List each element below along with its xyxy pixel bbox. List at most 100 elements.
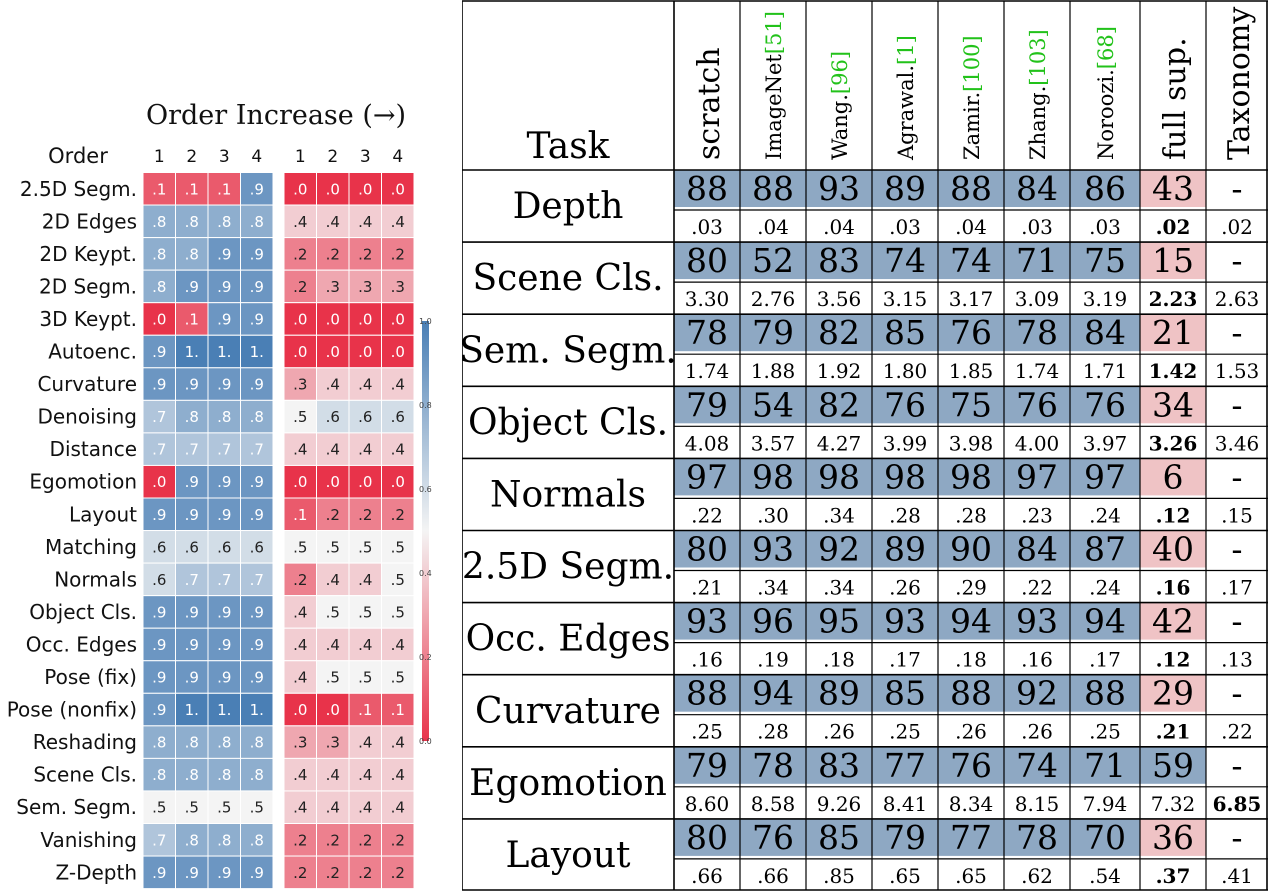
heatmap-cell-label: .8 bbox=[152, 278, 166, 296]
heatmap-cell bbox=[316, 595, 350, 629]
loss-value: .16 bbox=[1021, 648, 1053, 672]
full-sup-fill bbox=[1140, 530, 1206, 568]
loss-value: 2.23 bbox=[1149, 287, 1198, 311]
loss-value: .65 bbox=[955, 864, 987, 888]
loss-value: .17 bbox=[1221, 576, 1253, 600]
heatmap-cell-label: .7 bbox=[185, 571, 199, 589]
win-rate-value: 94 bbox=[950, 602, 992, 641]
win-rate-value: 82 bbox=[818, 385, 860, 424]
heatmap-cell-label: .8 bbox=[250, 831, 264, 849]
heatmap-cell bbox=[283, 855, 317, 890]
heatmap-cell-label: .7 bbox=[152, 831, 166, 849]
win-rate-fill bbox=[872, 530, 938, 568]
win-rate-fill bbox=[938, 746, 1004, 784]
heatmap-cell-label: .2 bbox=[293, 278, 307, 296]
heatmap-cell bbox=[240, 562, 274, 597]
heatmap-cell bbox=[142, 660, 176, 694]
heatmap-cell bbox=[381, 204, 415, 239]
heatmap-cell-label: .0 bbox=[326, 343, 340, 361]
heatmap-cell bbox=[142, 562, 176, 597]
heatmap-row-label: Layout bbox=[69, 502, 137, 526]
heatmap-cell-label: .9 bbox=[250, 473, 264, 491]
heatmap-cell-label: .9 bbox=[152, 636, 166, 654]
heatmap-cell-label: 1. bbox=[250, 701, 264, 719]
heatmap-cell-label: .9 bbox=[217, 506, 231, 524]
heatmap-cell-label: .0 bbox=[358, 343, 372, 361]
heatmap-cell bbox=[316, 725, 350, 759]
heatmap-cell-label: .9 bbox=[250, 506, 264, 524]
win-rate-value: 59 bbox=[1152, 746, 1194, 785]
win-rate-value: 75 bbox=[1084, 241, 1126, 280]
heatmap-cell-label: .9 bbox=[250, 376, 264, 394]
full-sup-fill bbox=[1140, 818, 1206, 856]
win-rate-value: 86 bbox=[1084, 169, 1126, 208]
loss-value: .12 bbox=[1156, 503, 1191, 527]
win-rate-value: 84 bbox=[1084, 313, 1126, 352]
heatmap-cell-label: .9 bbox=[217, 636, 231, 654]
win-rate-fill bbox=[938, 458, 1004, 496]
heatmap-cell-label: .8 bbox=[185, 213, 199, 231]
heatmap-cell-label: .6 bbox=[152, 571, 166, 589]
win-rate-value: 79 bbox=[686, 746, 728, 785]
heatmap-cell-label: .9 bbox=[250, 245, 264, 263]
win-rate-value: 93 bbox=[818, 169, 860, 208]
heatmap-cell-label: .5 bbox=[391, 571, 405, 589]
heatmap-cell bbox=[348, 660, 382, 694]
loss-value: .03 bbox=[1021, 215, 1053, 239]
heatmap-cell bbox=[207, 530, 241, 564]
win-rate-value: 78 bbox=[686, 313, 728, 352]
heatmap-cell bbox=[381, 823, 415, 857]
heatmap-cell bbox=[381, 172, 415, 206]
table-column-header: full sup. bbox=[1158, 37, 1193, 160]
win-rate-fill bbox=[872, 170, 938, 207]
win-rate-value: 36 bbox=[1152, 818, 1194, 857]
win-rate-fill bbox=[872, 314, 938, 352]
win-rate-value: - bbox=[1231, 674, 1242, 713]
win-rate-fill bbox=[1070, 314, 1140, 352]
heatmap-cell bbox=[348, 334, 382, 369]
heatmap-cell-label: .9 bbox=[250, 603, 264, 621]
heatmap-cell bbox=[381, 790, 415, 825]
heatmap-cell bbox=[348, 367, 382, 401]
win-rate-value: 97 bbox=[686, 457, 728, 496]
heatmap-cell-label: 1. bbox=[185, 343, 199, 361]
heatmap-cell bbox=[207, 725, 241, 759]
heatmap-cell bbox=[283, 367, 317, 401]
heatmap-cell-label: .8 bbox=[185, 734, 199, 752]
heatmap-col-label: 3 bbox=[360, 147, 371, 167]
win-rate-fill bbox=[1004, 458, 1070, 496]
win-rate-value: 80 bbox=[686, 530, 728, 569]
heatmap-cell-label: .4 bbox=[358, 571, 372, 589]
heatmap-cell-label: .4 bbox=[358, 734, 372, 752]
colorbar-tick-label: 0.4 bbox=[419, 569, 432, 578]
heatmap-cell-label: .2 bbox=[391, 831, 405, 849]
heatmap-row-label: Reshading bbox=[33, 730, 137, 754]
heatmap-cell bbox=[316, 464, 350, 499]
heatmap-cell bbox=[207, 237, 241, 271]
loss-value: 7.94 bbox=[1083, 792, 1128, 816]
loss-value: 7.32 bbox=[1151, 792, 1196, 816]
loss-value: 1.85 bbox=[949, 359, 994, 383]
win-rate-fill bbox=[806, 746, 872, 784]
table-task-label: Sem. Segm. bbox=[462, 330, 677, 371]
win-rate-value: 92 bbox=[818, 530, 860, 569]
win-rate-fill bbox=[740, 674, 806, 712]
win-rate-fill bbox=[872, 818, 938, 856]
heatmap-cell-label: .0 bbox=[391, 343, 405, 361]
heatmap-cell-label: .4 bbox=[326, 376, 340, 394]
win-rate-fill bbox=[1070, 242, 1140, 280]
heatmap-row-label: Egomotion bbox=[29, 470, 137, 494]
win-rate-value: 43 bbox=[1152, 169, 1194, 208]
win-rate-value: 85 bbox=[884, 674, 926, 713]
loss-value: .24 bbox=[1089, 576, 1121, 600]
colorbar-tick-label: 0.8 bbox=[419, 401, 432, 410]
win-rate-value: 79 bbox=[884, 818, 926, 857]
win-rate-fill bbox=[872, 458, 938, 496]
heatmap-cell-label: .3 bbox=[326, 278, 340, 296]
win-rate-value: 94 bbox=[1084, 602, 1126, 641]
heatmap-cell-label: .6 bbox=[152, 538, 166, 556]
win-rate-value: 21 bbox=[1152, 313, 1194, 352]
heatmap-col-label: 3 bbox=[219, 147, 230, 167]
heatmap-cell-label: .4 bbox=[293, 669, 307, 687]
heatmap-cell-label: .4 bbox=[391, 213, 405, 231]
